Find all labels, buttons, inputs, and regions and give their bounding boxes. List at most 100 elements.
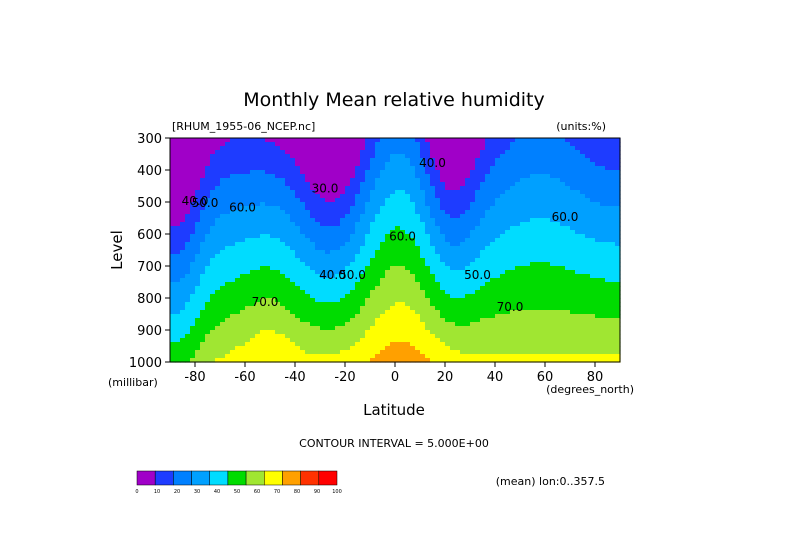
contour-cell xyxy=(525,306,531,311)
contour-cell xyxy=(525,346,531,351)
contour-cell xyxy=(395,354,401,359)
contour-cell xyxy=(570,174,576,179)
contour-cell xyxy=(415,318,421,323)
contour-cell xyxy=(375,218,381,223)
contour-cell xyxy=(315,278,321,283)
contour-cell xyxy=(540,146,546,151)
contour-cell xyxy=(410,154,416,159)
contour-cell xyxy=(310,306,316,311)
contour-cell xyxy=(605,270,611,275)
contour-cell xyxy=(510,322,516,327)
contour-cell xyxy=(470,142,476,147)
contour-cell xyxy=(225,194,231,199)
contour-cell xyxy=(325,186,331,191)
contour-cell xyxy=(255,294,261,299)
contour-cell xyxy=(465,262,471,267)
contour-cell xyxy=(405,306,411,311)
contour-cell xyxy=(440,150,446,155)
contour-cell xyxy=(610,246,616,251)
contour-cell xyxy=(350,298,356,303)
contour-cell xyxy=(440,218,446,223)
contour-cell xyxy=(210,186,216,191)
contour-cell xyxy=(215,158,221,163)
contour-cell xyxy=(605,234,611,239)
contour-cell xyxy=(330,214,336,219)
contour-cell xyxy=(455,166,461,171)
contour-cell xyxy=(500,214,506,219)
contour-cell xyxy=(280,306,286,311)
contour-cell xyxy=(300,190,306,195)
contour-cell xyxy=(405,258,411,263)
contour-cell xyxy=(440,142,446,147)
contour-cell xyxy=(180,138,186,143)
contour-cell xyxy=(205,334,211,339)
contour-cell xyxy=(425,170,431,175)
contour-cell xyxy=(190,218,196,223)
contour-cell xyxy=(440,246,446,251)
contour-cell xyxy=(300,206,306,211)
contour-cell xyxy=(275,222,281,227)
contour-cell xyxy=(440,278,446,283)
contour-cell xyxy=(365,222,371,227)
contour-cell xyxy=(465,282,471,287)
contour-cell xyxy=(335,158,341,163)
contour-cell xyxy=(590,358,596,363)
contour-cell xyxy=(200,150,206,155)
contour-cell xyxy=(180,346,186,351)
contour-cell xyxy=(300,238,306,243)
contour-cell xyxy=(295,186,301,191)
contour-cell xyxy=(350,278,356,283)
contour-cell xyxy=(605,154,611,159)
contour-cell xyxy=(570,158,576,163)
contour-cell xyxy=(170,326,176,331)
contour-cell xyxy=(175,210,181,215)
contour-cell xyxy=(425,262,431,267)
contour-cell xyxy=(550,170,556,175)
contour-cell xyxy=(490,142,496,147)
contour-cell xyxy=(455,230,461,235)
contour-cell xyxy=(365,142,371,147)
contour-cell xyxy=(380,322,386,327)
contour-cell xyxy=(355,226,361,231)
contour-cell xyxy=(340,158,346,163)
contour-cell xyxy=(530,338,536,343)
contour-cell xyxy=(565,338,571,343)
contour-cell xyxy=(405,162,411,167)
contour-cell xyxy=(320,154,326,159)
contour-cell xyxy=(175,310,181,315)
contour-cell xyxy=(585,158,591,163)
contour-cell xyxy=(465,234,471,239)
contour-cell xyxy=(405,174,411,179)
contour-cell xyxy=(425,314,431,319)
contour-cell xyxy=(525,286,531,291)
contour-cell xyxy=(430,210,436,215)
contour-cell xyxy=(610,358,616,363)
contour-cell xyxy=(250,186,256,191)
contour-cell xyxy=(545,202,551,207)
contour-cell xyxy=(290,194,296,199)
contour-cell xyxy=(480,350,486,355)
contour-cell xyxy=(455,342,461,347)
contour-cell xyxy=(230,210,236,215)
contour-cell xyxy=(320,198,326,203)
contour-cell xyxy=(530,266,536,271)
contour-cell xyxy=(410,298,416,303)
contour-cell xyxy=(300,286,306,291)
contour-cell xyxy=(195,142,201,147)
contour-cell xyxy=(350,354,356,359)
contour-cell xyxy=(495,262,501,267)
contour-cell xyxy=(490,214,496,219)
contour-cell xyxy=(260,198,266,203)
contour-cell xyxy=(550,350,556,355)
contour-cell xyxy=(210,138,216,143)
contour-cell xyxy=(360,262,366,267)
contour-cell xyxy=(505,358,511,363)
contour-cell xyxy=(410,222,416,227)
contour-cell xyxy=(600,242,606,247)
contour-cell xyxy=(355,170,361,175)
contour-cell xyxy=(595,190,601,195)
contour-cell xyxy=(295,318,301,323)
contour-cell xyxy=(260,266,266,271)
contour-cell xyxy=(465,150,471,155)
contour-cell xyxy=(285,166,291,171)
